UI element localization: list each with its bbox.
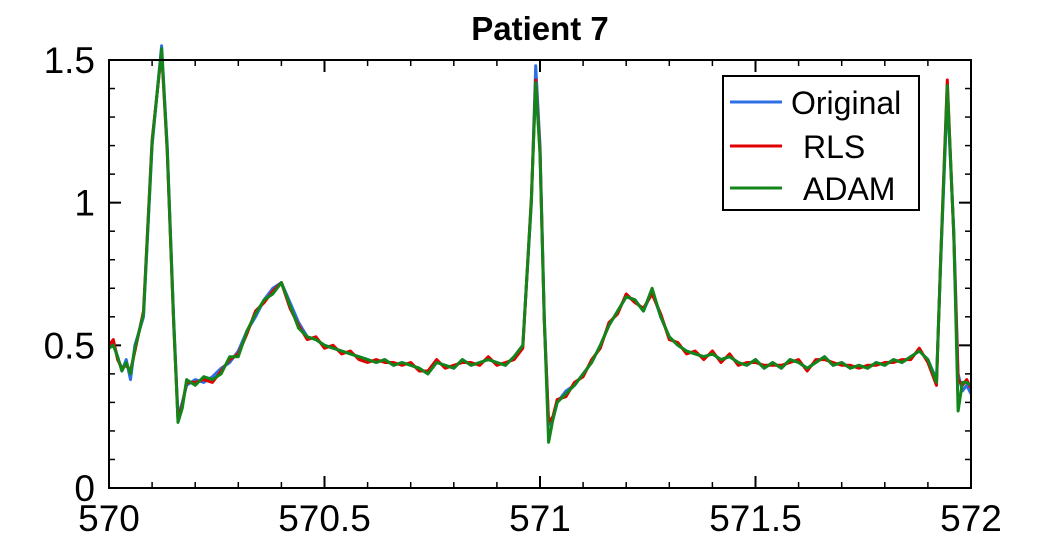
legend-label-original: Original: [791, 85, 901, 121]
x-tick-label: 571.5: [709, 498, 802, 539]
y-tick-label: 1: [74, 183, 95, 224]
y-tick-label: 1.5: [44, 40, 95, 81]
x-tick-label: 571: [509, 498, 571, 539]
legend-label-rls: RLS: [803, 129, 865, 165]
legend: Original RLS ADAM: [723, 76, 919, 210]
y-tick-label: 0.5: [44, 325, 95, 366]
y-tick-label: 0: [74, 468, 95, 509]
x-tick-label: 572: [940, 498, 1002, 539]
chart-title: Patient 7: [471, 10, 609, 47]
x-tick-label: 570.5: [278, 498, 371, 539]
legend-label-adam: ADAM: [803, 171, 895, 207]
